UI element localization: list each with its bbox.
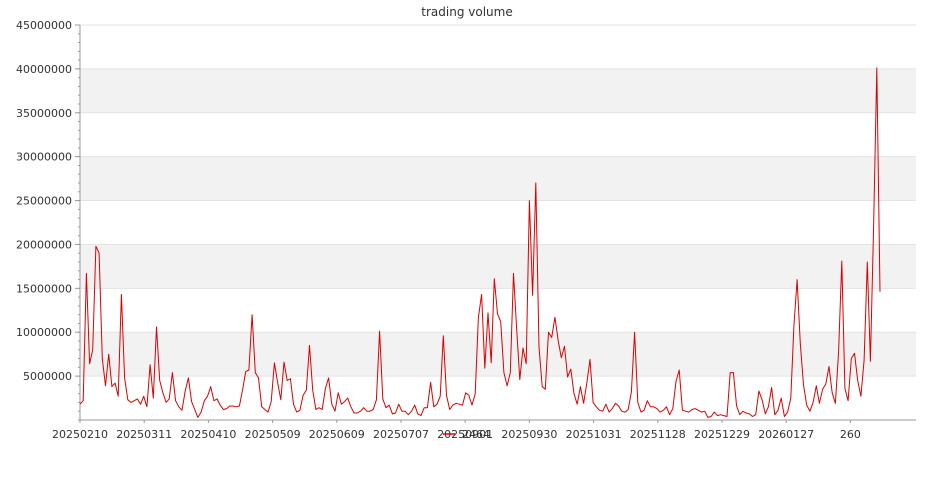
grid-band bbox=[80, 156, 916, 201]
y-tick-label: 20000000 bbox=[16, 238, 72, 251]
x-tick-label: 20250707 bbox=[373, 428, 429, 441]
grid-band bbox=[80, 244, 916, 289]
grid-band bbox=[80, 332, 916, 377]
y-tick-label: 30000000 bbox=[16, 151, 72, 164]
x-tick-label: 20250609 bbox=[309, 428, 365, 441]
grid-lines bbox=[80, 24, 916, 377]
chart-title: trading volume bbox=[421, 5, 512, 19]
x-tick-label: 260 bbox=[840, 428, 861, 441]
legend: 2464 bbox=[443, 428, 490, 441]
x-tick-label: 20250311 bbox=[116, 428, 172, 441]
y-tick-label: 10000000 bbox=[16, 326, 72, 339]
x-tick-label: 20251128 bbox=[630, 428, 686, 441]
y-tick-label: 15000000 bbox=[16, 282, 72, 295]
series-group bbox=[79, 67, 881, 418]
y-tick-label: 45000000 bbox=[16, 19, 72, 32]
x-tick-label: 20260127 bbox=[758, 428, 814, 441]
series-line-2464 bbox=[79, 67, 881, 418]
y-tick-label: 35000000 bbox=[16, 107, 72, 120]
x-tick-label: 20250901 bbox=[437, 428, 493, 441]
x-tick-label: 20250509 bbox=[245, 428, 301, 441]
x-tick-label: 20250210 bbox=[52, 428, 108, 441]
y-tick-label: 25000000 bbox=[16, 195, 72, 208]
x-tick-label: 20250930 bbox=[501, 428, 557, 441]
legend-label-2464: 2464 bbox=[462, 428, 490, 441]
y-tick-label: 5000000 bbox=[23, 370, 72, 383]
grid-band bbox=[80, 68, 916, 113]
grid-bands bbox=[80, 68, 916, 377]
x-tick-label: 20251031 bbox=[566, 428, 622, 441]
x-tick-label: 20251229 bbox=[694, 428, 750, 441]
x-tick-label: 20250410 bbox=[180, 428, 236, 441]
y-tick-label: 40000000 bbox=[16, 63, 72, 76]
y-axis-ticks: 5000000 10000000 15000000 20000000 25000000 3… bbox=[16, 19, 80, 421]
x-axis-ticks: 20250210 20250311 20250410 20250509 20250609… bbox=[52, 420, 861, 441]
